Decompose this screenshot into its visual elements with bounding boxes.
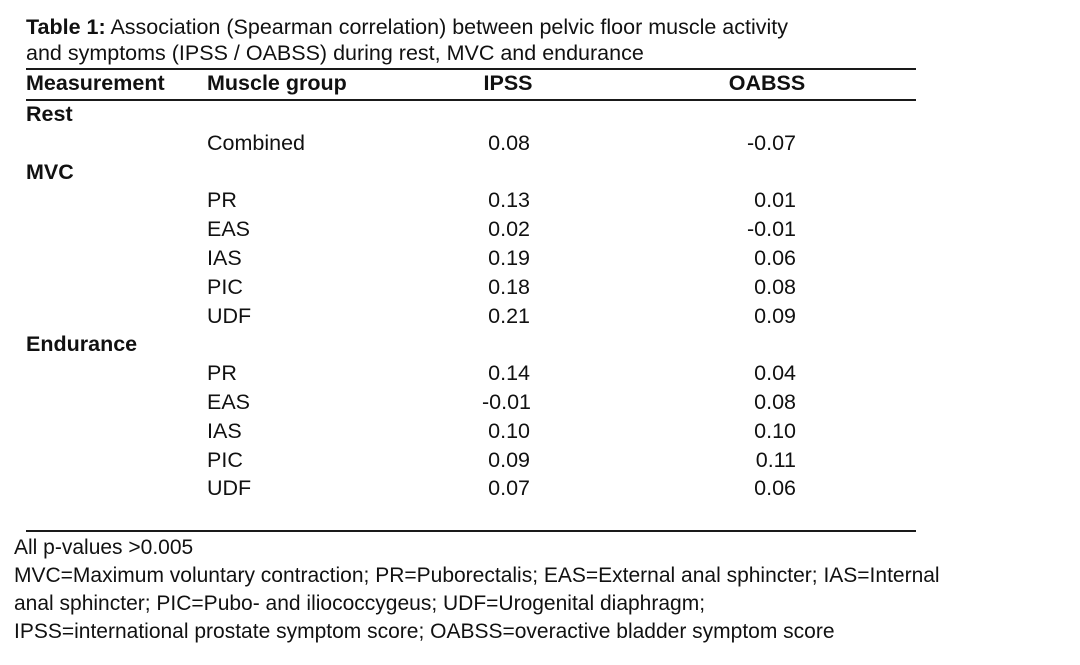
cell-ipss: 0.10 — [488, 418, 530, 443]
section-label: Endurance — [26, 332, 138, 357]
cell-muscle-group: IAS — [207, 418, 242, 443]
cell-muscle-group: IAS — [207, 246, 242, 270]
cell-muscle-group: PR — [207, 188, 237, 213]
table-bottom-rule — [26, 530, 916, 532]
cell-oabss: 0.08 — [754, 390, 796, 414]
section-label: MVC — [26, 159, 74, 184]
cell-oabss: -0.07 — [746, 130, 796, 155]
cell-ipss: 0.18 — [488, 274, 530, 299]
cell-oabss: 0.09 — [754, 303, 796, 328]
header-oabss: OABSS — [728, 71, 806, 95]
cell-oabss: 0.10 — [754, 418, 796, 443]
cell-oabss: 0.08 — [754, 274, 796, 299]
cell-ipss: 0.09 — [488, 447, 530, 472]
footnote-abbrev-3: IPSS=international prostate symptom scor… — [14, 620, 835, 643]
cell-ipss: 0.14 — [488, 361, 530, 386]
footnote-abbrev-1: MVC=Maximum voluntary contraction; PR=Pu… — [14, 564, 940, 587]
cell-muscle-group: Combined — [207, 130, 305, 155]
caption-line-1: Table 1: Association (Spearman correlati… — [26, 14, 926, 40]
cell-ipss: 0.08 — [488, 130, 530, 155]
header-measurement: Measurement — [26, 71, 165, 95]
cell-muscle-group: PR — [207, 361, 237, 386]
cell-muscle-group: UDF — [207, 303, 252, 328]
cell-oabss: 0.04 — [754, 361, 796, 386]
cell-ipss: 0.13 — [488, 188, 530, 213]
header-ipss: IPSS — [483, 71, 533, 95]
cell-muscle-group: EAS — [207, 217, 251, 242]
cell-muscle-group: PIC — [207, 447, 243, 472]
cell-oabss: -0.01 — [746, 217, 796, 242]
cell-muscle-group: UDF — [207, 476, 252, 501]
cell-muscle-group: EAS — [207, 390, 251, 414]
table-header-rule — [26, 99, 916, 101]
caption-text-1: Association (Spearman correlation) betwe… — [105, 15, 788, 39]
cell-oabss: 0.06 — [754, 476, 796, 501]
cell-ipss: 0.02 — [488, 217, 530, 242]
cell-oabss: 0.01 — [754, 188, 796, 213]
cell-oabss: 0.06 — [754, 246, 796, 270]
footnote-pvalue: All p-values >0.005 — [14, 536, 194, 559]
cell-muscle-group: PIC — [207, 274, 243, 299]
table-top-rule — [26, 68, 916, 70]
section-label: Rest — [26, 102, 73, 126]
cell-ipss: 0.07 — [488, 476, 530, 501]
caption-line-2: and symptoms (IPSS / OABSS) during rest,… — [26, 41, 644, 65]
caption-label: Table 1: — [26, 15, 106, 39]
table-caption: Table 1: Association (Spearman correlati… — [26, 14, 926, 66]
cell-ipss: -0.01 — [482, 390, 532, 414]
cell-ipss: 0.19 — [488, 246, 530, 270]
header-muscle-group: Muscle group — [207, 71, 347, 95]
cell-ipss: 0.21 — [488, 303, 530, 328]
cell-oabss: 0.11 — [755, 447, 796, 472]
footnote-abbrev-2: anal sphincter; PIC=Pubo- and iliococcyg… — [14, 592, 706, 615]
